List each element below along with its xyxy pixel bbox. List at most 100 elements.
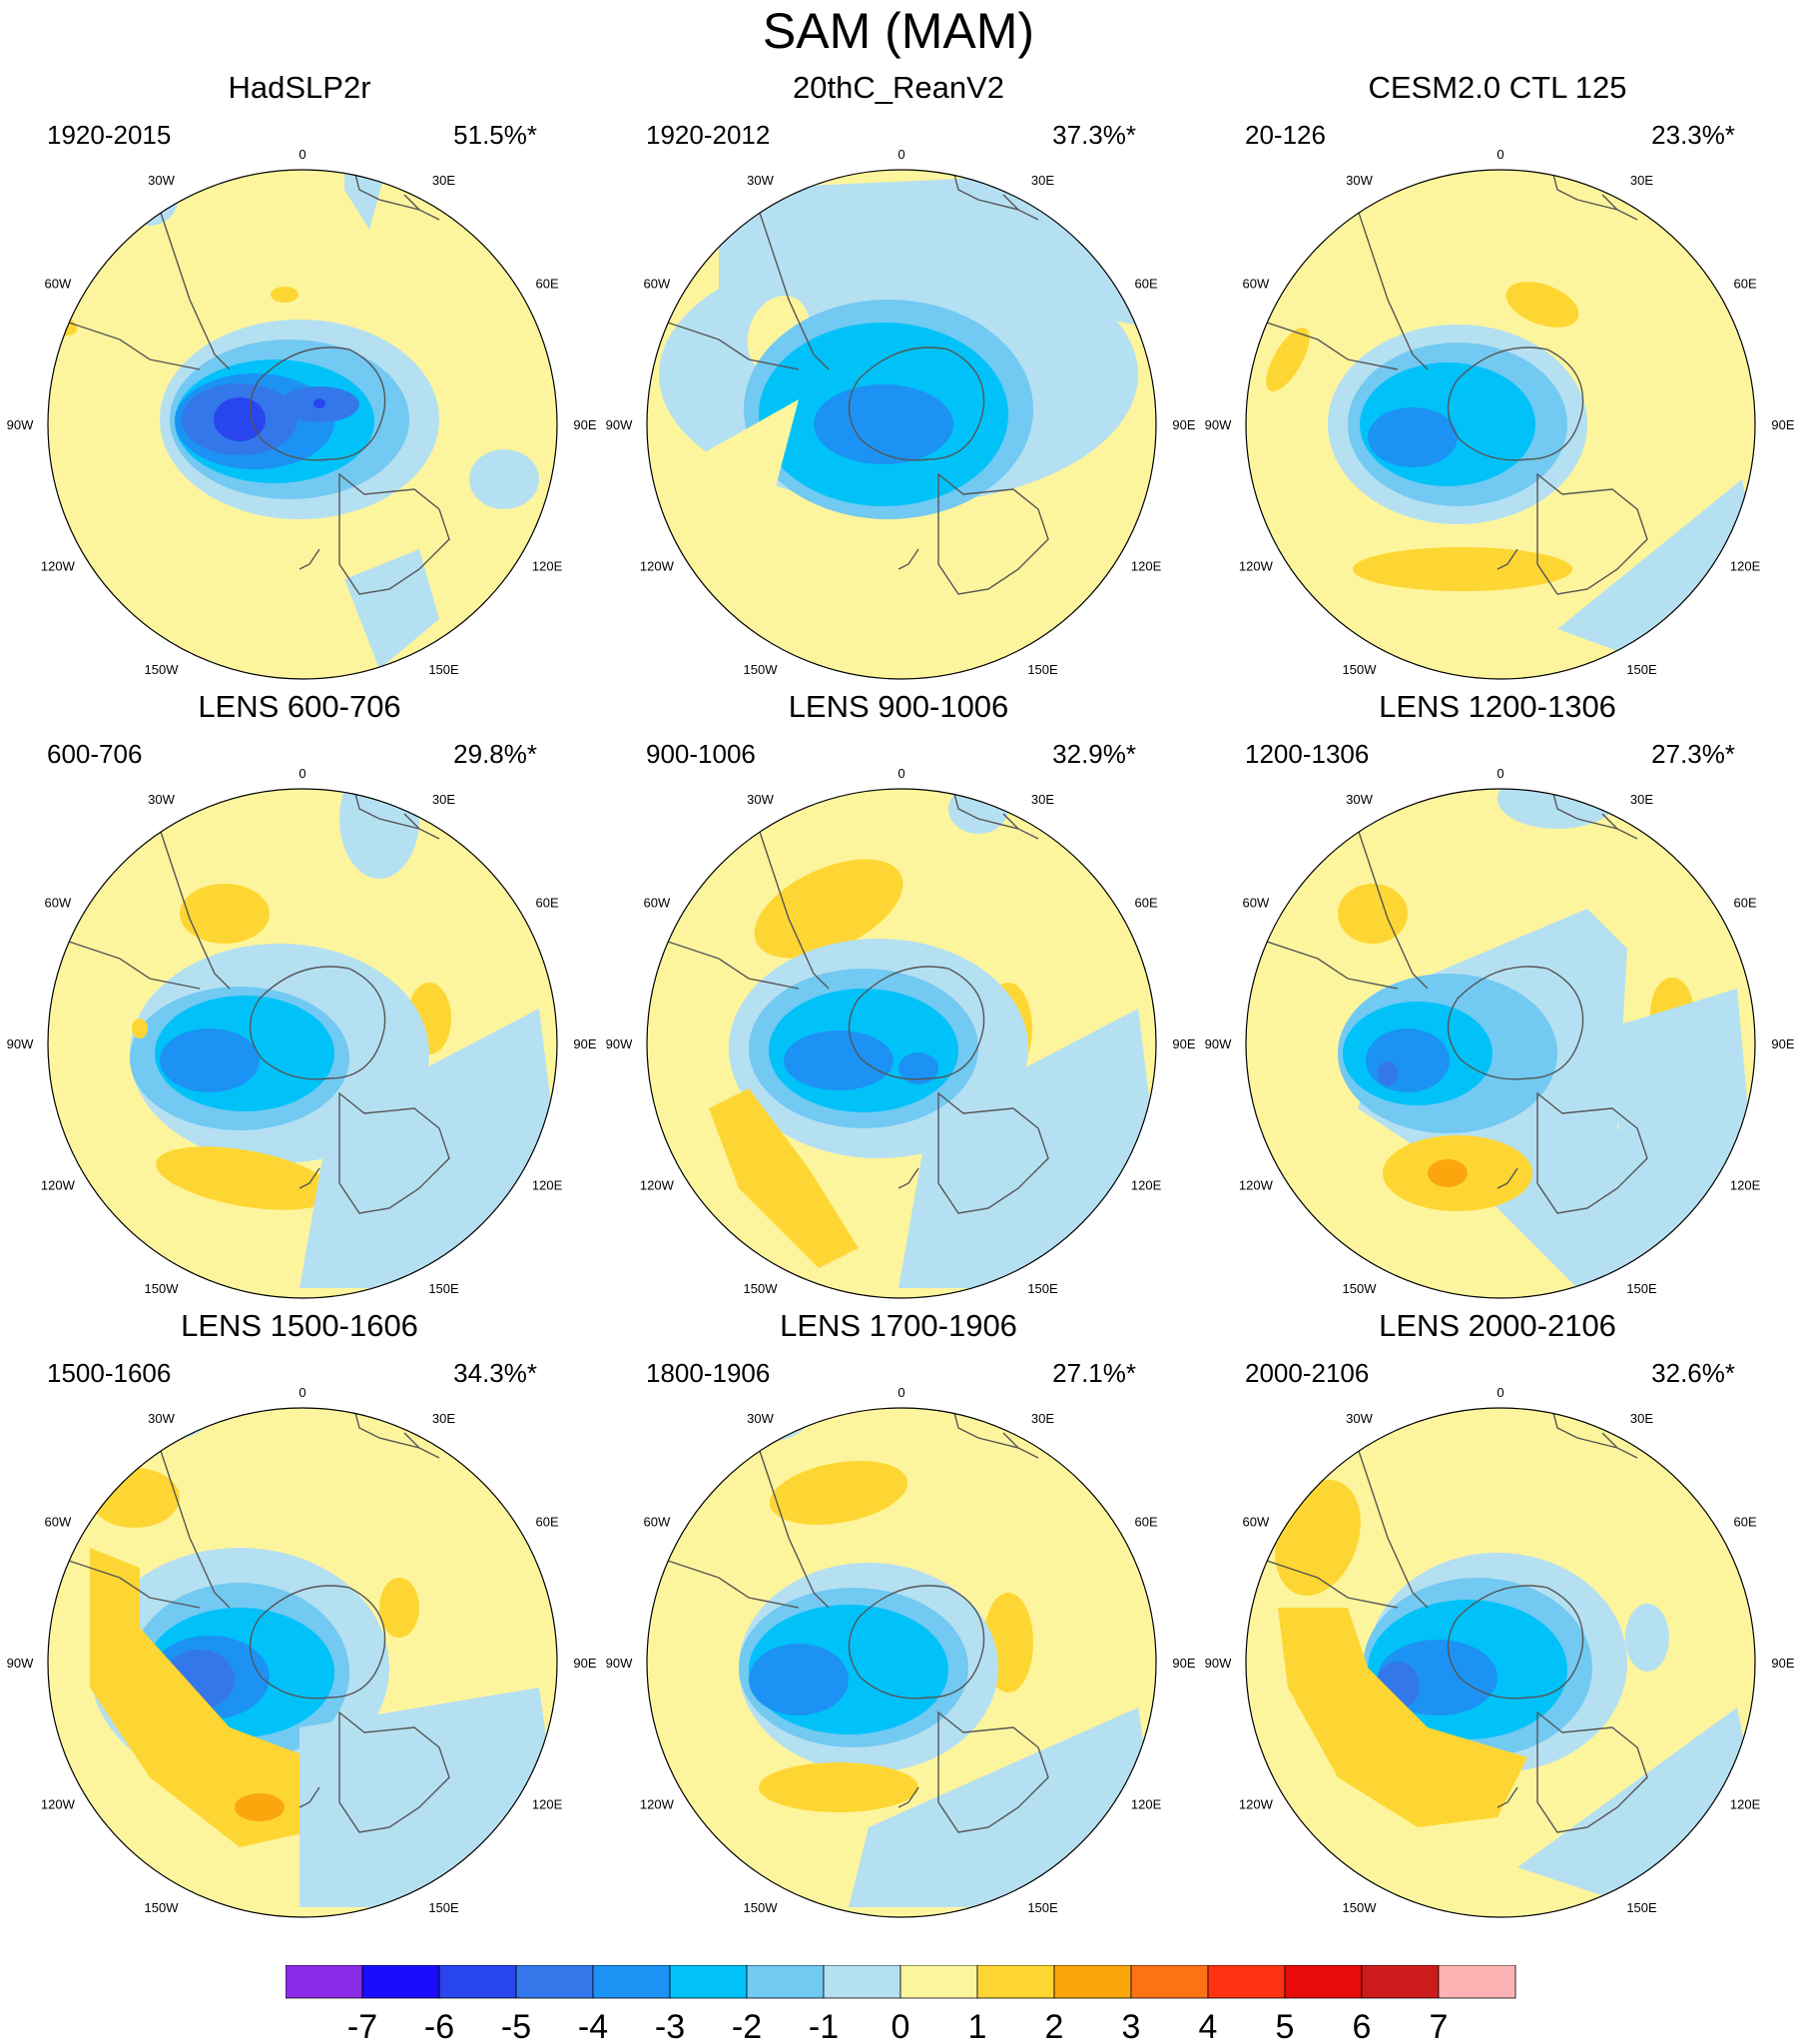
longitude-label: 60E [1734, 1515, 1757, 1530]
coastline [1447, 966, 1584, 1080]
colorbar-swatch [1053, 1965, 1132, 1999]
colorbar-label: -5 [501, 2008, 531, 2044]
colorbar-swatch [515, 1965, 594, 1999]
longitude-label: 0 [898, 766, 904, 781]
coastline [848, 966, 985, 1080]
anomaly-contour [235, 1793, 285, 1821]
longitude-label: 30W [1346, 1411, 1373, 1426]
longitude-label: 120W [1239, 1797, 1274, 1812]
period-label: 1500-1606 [47, 1358, 172, 1388]
colorbar-swatch [1438, 1965, 1516, 1999]
panel-hadslp2r: HadSLP2r 0 30E 60E 90E 120E 150E 180 150W 120W 90… [0, 70, 599, 689]
coastline [403, 1432, 420, 1449]
longitude-label: 180 [1490, 1926, 1511, 1927]
variance-label: 51.5%* [453, 120, 537, 150]
anomaly-contour [1366, 1028, 1450, 1092]
longitude-label: 60W [644, 1515, 671, 1530]
longitude-label: 90W [7, 1036, 34, 1051]
variance-label: 32.6%* [1651, 1358, 1735, 1388]
panel-20thc-reanv2: 20thC_ReanV2 0 30E 60E 90E 120E 150E 180 150W 12… [599, 70, 1198, 689]
map-border [646, 169, 1157, 680]
colorbar: -7 -6 -5 -4 -3 -2 -1 0 1 2 3 4 5 6 7 [286, 1965, 1516, 2044]
coastline [249, 966, 386, 1080]
anomaly-contour [132, 1019, 148, 1038]
anomaly-contour [1625, 1604, 1669, 1672]
variance-label: 32.9%* [1052, 739, 1136, 769]
map-border [1245, 1407, 1756, 1918]
longitude-label: 150W [145, 662, 180, 677]
coastline [937, 1710, 1049, 1833]
longitude-label: 120W [1239, 1178, 1274, 1193]
longitude-label: 150E [1027, 662, 1058, 677]
coastline [898, 548, 919, 570]
longitude-label: 30E [1031, 1411, 1054, 1426]
coastline [937, 472, 1049, 595]
anomaly-contour [759, 1762, 918, 1812]
anomaly-contour [784, 1030, 894, 1090]
colorbar-swatch [1130, 1965, 1209, 1999]
panel-title: LENS 1500-1606 [181, 1308, 418, 1343]
variance-label: 37.3%* [1052, 120, 1136, 150]
colorbar-swatch [286, 1965, 363, 1999]
period-label: 600-706 [47, 739, 143, 769]
longitude-label: 90W [1205, 1036, 1232, 1051]
longitude-label: 120W [640, 559, 675, 574]
coastline [1546, 1408, 1638, 1459]
coastline [1257, 319, 1399, 370]
colorbar-label: 7 [1430, 2008, 1449, 2044]
colorbar-label: 1 [968, 2008, 987, 2044]
longitude-label: 150W [145, 1281, 180, 1296]
colorbar-swatch [899, 1965, 978, 1999]
longitude-label: 120E [532, 1178, 563, 1193]
longitude-label: 120E [532, 559, 563, 574]
colorbar-label: -6 [424, 2008, 454, 2044]
longitude-label: 120E [1730, 559, 1761, 574]
longitude-label: 150E [1027, 1900, 1058, 1915]
polar-map: 0 30E 60E 90E 120E 150E 180 150W 120W 90W 60W 30W [7, 766, 597, 1308]
anomaly-contour [344, 170, 394, 230]
panel-lens-1500: LENS 1500-1606 0 30E 60E 90E 120E 150E 180 150W… [0, 1308, 599, 1927]
panel-title: LENS 1700-1906 [780, 1308, 1017, 1343]
anomaly-contour [1266, 328, 1310, 391]
colorbar-swatch [1361, 1965, 1440, 1999]
colorbar-swatch [1207, 1965, 1286, 1999]
longitude-label: 120W [41, 559, 76, 574]
anomaly-contour [160, 1028, 260, 1092]
longitude-label: 150E [1626, 1281, 1657, 1296]
panel-title: CESM2.0 CTL 125 [1368, 70, 1627, 105]
coastline [1536, 1710, 1648, 1833]
map-border [47, 169, 558, 680]
panel-lens-900: LENS 900-1006 0 30E 60E 90E 120E 150E 180 150W 1… [599, 689, 1198, 1308]
anomaly-contour [1505, 282, 1579, 328]
longitude-label: 60E [1734, 896, 1757, 911]
anomaly-contour [469, 449, 539, 509]
anomaly-contour [379, 1578, 419, 1638]
coastline [1546, 170, 1638, 221]
colorbar-label: 6 [1353, 2008, 1372, 2044]
longitude-label: 180 [292, 688, 313, 689]
longitude-label: 0 [1497, 766, 1503, 781]
longitude-label: 90W [606, 1036, 633, 1051]
anomaly-contour [814, 384, 953, 464]
coastline [658, 1557, 800, 1609]
coastline [947, 789, 1039, 840]
period-label: 20-126 [1245, 120, 1326, 150]
anomaly-contour [344, 549, 439, 669]
longitude-label: 60W [644, 896, 671, 911]
coastline [898, 1786, 919, 1808]
anomaly-contour [90, 1548, 329, 1847]
map-border [646, 788, 1157, 1299]
polar-map: 0 30E 60E 90E 120E 150E 180 150W 120W 90W 60W 30W [1205, 1385, 1795, 1927]
longitude-label: 30E [1031, 173, 1054, 188]
anomaly-contour [769, 1461, 908, 1525]
anomaly-contour [754, 859, 903, 959]
period-label: 900-1006 [646, 739, 756, 769]
coastline [1601, 813, 1618, 830]
colorbar-swatch [361, 1965, 440, 1999]
map-border [646, 1407, 1157, 1918]
longitude-label: 30E [432, 173, 455, 188]
figure-title: SAM (MAM) [762, 3, 1035, 59]
longitude-label: 150E [428, 1281, 459, 1296]
polar-map: 0 30E 60E 90E 120E 150E 180 150W 120W 90W 60W 30W [606, 766, 1196, 1308]
coastline [1002, 813, 1019, 830]
